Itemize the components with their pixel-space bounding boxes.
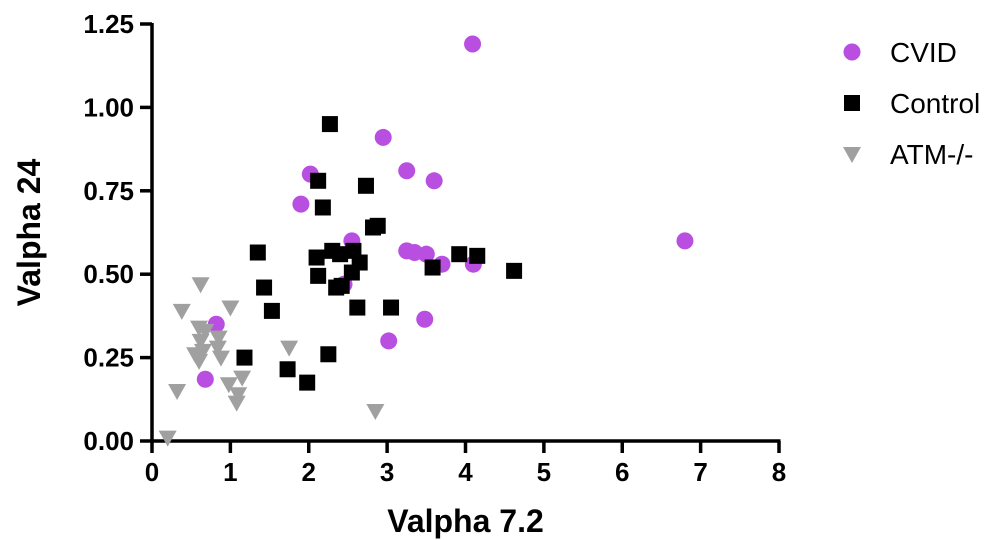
data-point-control (424, 259, 441, 276)
x-tick-label: 8 (772, 457, 786, 487)
data-point-cvid (292, 195, 310, 213)
data-point-control (320, 346, 337, 363)
data-point-atm (219, 377, 238, 394)
data-point-cvid (464, 35, 482, 53)
y-tick-label: 0.25 (83, 343, 134, 373)
data-point-control (349, 299, 366, 316)
data-point-cvid (196, 370, 214, 388)
y-axis-title: Valpha 24 (11, 158, 47, 306)
legend: CVID Control ATM-/- (843, 37, 980, 170)
data-point-atm (158, 430, 177, 447)
data-point-cvid (676, 232, 694, 250)
data-point-control (332, 246, 349, 263)
data-point-atm (168, 383, 187, 400)
data-point-cvid (417, 245, 435, 263)
data-point-control (451, 246, 468, 263)
data-point-atm (191, 277, 210, 294)
data-point-control (321, 116, 338, 133)
data-point-control (310, 267, 327, 284)
legend-marker-cvid (843, 43, 861, 61)
x-tick-label: 4 (458, 457, 473, 487)
x-tick-label: 3 (380, 457, 394, 487)
data-point-control (263, 302, 280, 319)
data-point-cvid (207, 315, 225, 333)
data-point-control (314, 199, 331, 216)
data-point-control (236, 349, 253, 366)
data-point-atm (172, 303, 191, 320)
data-point-atm (233, 370, 252, 387)
data-point-control (343, 264, 360, 281)
data-point-control (369, 217, 386, 234)
legend-marker-control (844, 95, 860, 111)
y-tick-label: 0.00 (83, 426, 134, 456)
data-point-control (506, 262, 523, 279)
data-point-control (308, 249, 325, 266)
data-point-control (299, 374, 316, 391)
data-points (158, 35, 694, 447)
x-tick-label: 7 (693, 457, 707, 487)
x-tick-label: 0 (145, 457, 159, 487)
data-point-cvid (374, 128, 392, 146)
x-tick-label: 6 (615, 457, 629, 487)
y-tick-label: 0.50 (83, 259, 134, 289)
legend-label-atm: ATM-/- (890, 139, 973, 170)
x-axis-title: Valpha 7.2 (387, 503, 544, 539)
data-point-atm (209, 330, 228, 347)
legend-label-cvid: CVID (890, 37, 957, 68)
y-tick-label: 0.75 (83, 176, 134, 206)
data-point-atm (280, 340, 299, 357)
data-point-cvid (380, 332, 398, 350)
data-point-atm (221, 300, 240, 317)
data-point-cvid (425, 172, 443, 190)
data-point-atm (190, 353, 209, 370)
x-tick-label: 1 (223, 457, 237, 487)
data-point-control (357, 177, 374, 194)
data-point-atm (208, 340, 227, 357)
data-point-control (310, 172, 327, 189)
data-point-cvid (398, 162, 416, 180)
data-point-atm (366, 403, 385, 420)
legend-marker-atm (843, 147, 861, 163)
data-point-control (469, 247, 486, 264)
y-tick-label: 1.25 (83, 9, 134, 39)
x-tick-label: 2 (302, 457, 316, 487)
legend-label-control: Control (890, 88, 980, 119)
data-point-cvid (416, 310, 434, 328)
data-point-control (328, 279, 345, 296)
y-tick-label: 1.00 (83, 92, 134, 122)
data-point-control (279, 361, 296, 378)
x-tick-label: 5 (537, 457, 551, 487)
data-point-atm (227, 395, 246, 412)
data-point-atm (191, 333, 210, 350)
data-point-control (256, 279, 273, 296)
data-point-control (383, 299, 400, 316)
axes: 0 1 2 3 4 5 6 7 8 0.00 0.25 0.50 0.75 1.00 1.25 (83, 9, 786, 487)
data-point-atm (196, 323, 215, 340)
data-point-atm (229, 387, 248, 404)
data-point-control (249, 244, 266, 261)
data-point-atm (211, 350, 230, 367)
